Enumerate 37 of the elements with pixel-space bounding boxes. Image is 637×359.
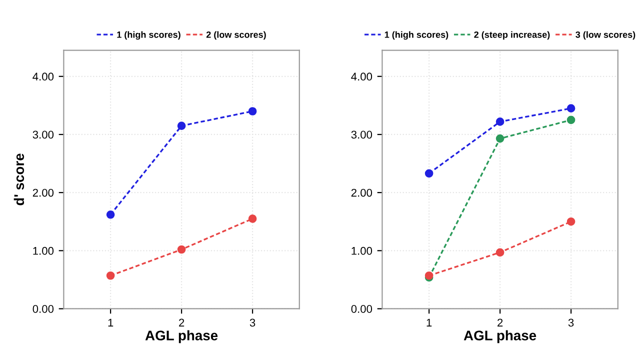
x-axis-title: AGL phase [464,330,536,344]
y-tick-label: 3.00 [351,130,372,139]
point [566,104,576,113]
y-tick-label: 2.00 [32,188,54,197]
x-tick-label: 2 [179,318,184,327]
y-tick-label: 0.00 [351,305,372,313]
point [248,214,257,223]
y-tick-label: 4.00 [32,72,54,81]
y-tick-label: 1.00 [352,246,372,255]
legend-label: 1 (high scores) [384,31,448,40]
y-tick-label: 1.00 [33,246,54,255]
y-tick-label: 2.00 [351,188,372,197]
point [496,134,504,143]
legend-label: 2 (steep increase) [474,31,550,40]
x-tick-label: 1 [108,318,114,327]
point [566,116,576,124]
legend-label: 2 (low scores) [206,31,266,40]
legend-label: 1 (high scores) [117,31,180,40]
x-tick-label: 1 [426,318,432,327]
y-tick-label: 3.00 [32,130,54,139]
point [106,271,115,280]
point [106,210,115,219]
point [566,217,576,226]
point [424,169,434,178]
y-tick-label: 0.00 [32,305,54,313]
x-tick-label: 3 [568,318,574,327]
point [496,118,504,126]
x-axis-title: AGL phase [145,330,218,344]
point [248,107,257,116]
y-axis-title: d' score [14,154,24,206]
x-tick-label: 3 [250,318,256,327]
point [496,248,504,257]
x-tick-label: 2 [498,318,503,327]
legend-label: 3 (low scores) [576,31,636,40]
point [177,122,186,130]
point [177,245,186,254]
y-tick-label: 4.00 [351,72,372,81]
